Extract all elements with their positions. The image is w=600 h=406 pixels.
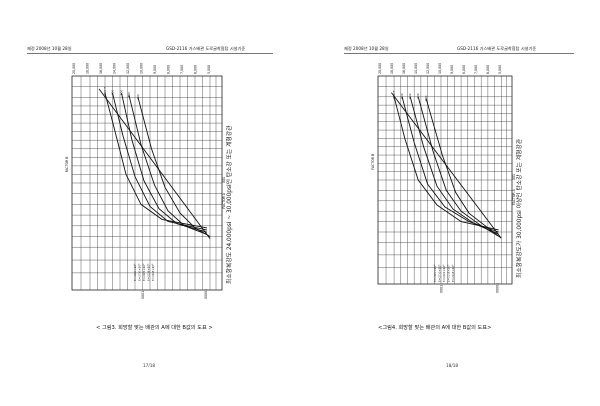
top-tick-label: 16,000	[402, 63, 406, 74]
chart-title: 최소항복강도 24,000psi ~ 30,000psi인 탄소강 또는 계형강…	[225, 125, 233, 284]
curve-label: 500	[400, 93, 404, 99]
elastic-line	[98, 88, 211, 239]
temperature-curve	[104, 92, 208, 229]
document-page-18: 제정 2008년 10월 28일 GSD-2116 가스배관 도로굴착협탐 시설…	[300, 0, 600, 406]
legend-entry: E=27.0×10⁶	[138, 263, 142, 281]
top-tick-label: 9,000	[153, 65, 157, 74]
top-tick-label: 18,000	[390, 63, 394, 74]
y-axis-label: FACTOR B	[65, 157, 69, 173]
chart-title: 최소항복강도가 30,000psi 이상인 탄소강 또는 계형강관	[515, 138, 523, 278]
legend-entry: E=22.8×10⁶	[147, 263, 151, 281]
header-rule	[27, 53, 273, 54]
bottom-tick-label: 0001	[141, 291, 145, 299]
top-tick-label: 20,000	[378, 63, 382, 74]
mid-axis-marker: 001	[512, 174, 516, 180]
top-tick-label: 7,000	[474, 65, 478, 74]
page-header-left: 제정 2008년 10월 28일	[344, 46, 389, 51]
legend-entry: E=24.5×10⁶	[142, 263, 146, 281]
temperature-curve	[417, 96, 499, 237]
top-tick-label: 8,000	[167, 65, 171, 74]
top-tick-label: 10,000	[438, 63, 442, 74]
temperature-curve	[112, 92, 208, 231]
temperature-curve	[425, 98, 502, 239]
top-tick-label: 5,000	[498, 65, 502, 74]
page-header-left: 제정 2008년 10월 28일	[27, 46, 72, 51]
page-header-right: GSD-2116 가스배관 도로굴착협탐 시설기준	[457, 46, 537, 51]
legend-entry: E=27.0×10⁶	[438, 264, 442, 282]
curve-label: 300°F	[103, 86, 107, 95]
legend-entry: E=29.0×10⁶	[433, 264, 437, 282]
curve-label: 500	[120, 90, 124, 96]
top-tick-label: 8,000	[462, 65, 466, 74]
top-tick-label: 12,000	[426, 63, 430, 74]
top-tick-label: 6,000	[486, 65, 490, 74]
top-tick-label: 18,000	[86, 63, 90, 74]
page-header-right: GSD-2116 가스배관 도로굴착협탐 시설기준	[166, 46, 246, 51]
temperature-curve	[393, 96, 499, 231]
top-tick-label: 16,000	[99, 63, 103, 74]
x-axis-label: FACTOR A	[222, 192, 226, 209]
temperature-curve	[121, 93, 208, 233]
top-tick-label: 5,000	[207, 65, 211, 74]
curve-label: 600	[127, 92, 131, 98]
bottom-tick-label: 0001	[439, 285, 443, 293]
top-tick-label: 9,000	[450, 65, 454, 74]
legend-entry: E=29.0×10⁶	[133, 263, 137, 281]
elastic-line	[391, 92, 502, 239]
top-tick-label: 10,000	[140, 63, 144, 74]
temperature-curve	[409, 96, 499, 235]
factor-chart: 20,000 18,000 16,000 14,000 12,000 10,000 9,00…	[65, 63, 233, 299]
temperature-curve	[128, 95, 208, 235]
curve-label: 700	[416, 93, 420, 99]
top-tick-label: 14,000	[414, 63, 418, 74]
figure-caption: <그림4. 희망할 맞는 배관의 A에 대한 B값의 도표>	[378, 325, 492, 331]
legend-entry: E=22.8×10⁶	[447, 264, 451, 282]
temperature-curve	[401, 96, 499, 233]
top-tick-label: 7,000	[180, 65, 184, 74]
figure-caption: < 그림3. 희망할 맞는 배관의 A에 대한 B값의 도표 >	[96, 325, 213, 331]
top-tick-label: 12,000	[126, 63, 130, 74]
factor-chart: 20,000 18,000 16,000 14,000 12,000 10,000 9,00…	[371, 63, 523, 293]
x-axis-label: FACTOR A	[512, 188, 516, 205]
temperature-curve	[137, 97, 211, 237]
y-axis-label: FACTOR B	[371, 154, 375, 170]
page-number: 18/18	[446, 363, 459, 368]
top-tick-label: 14,000	[113, 63, 117, 74]
document-page-17: 제정 2008년 10월 28일 GSD-2116 가스배관 도로굴착협탐 시설…	[0, 0, 300, 406]
top-tick-label: 6,000	[194, 65, 198, 74]
legend-entry: E=20.8×10⁶	[151, 263, 155, 281]
legend-entry: E=20.8×10⁶	[451, 264, 455, 282]
curve-label: 400	[111, 90, 115, 96]
top-tick-label: 20,000	[72, 63, 76, 74]
header-rule	[344, 53, 574, 54]
curve-label: 600	[408, 93, 412, 99]
legend-entry: E=24.5×10⁶	[442, 264, 446, 282]
mid-axis-marker: 001	[222, 177, 226, 183]
bottom-tick-label: 00001	[496, 283, 500, 293]
curve-label: 300°F	[392, 90, 396, 99]
page-number: 17/18	[143, 363, 156, 368]
curve-label: 800	[424, 95, 428, 101]
bottom-tick-label: 00001	[204, 289, 208, 299]
curve-label: 700	[136, 94, 140, 100]
